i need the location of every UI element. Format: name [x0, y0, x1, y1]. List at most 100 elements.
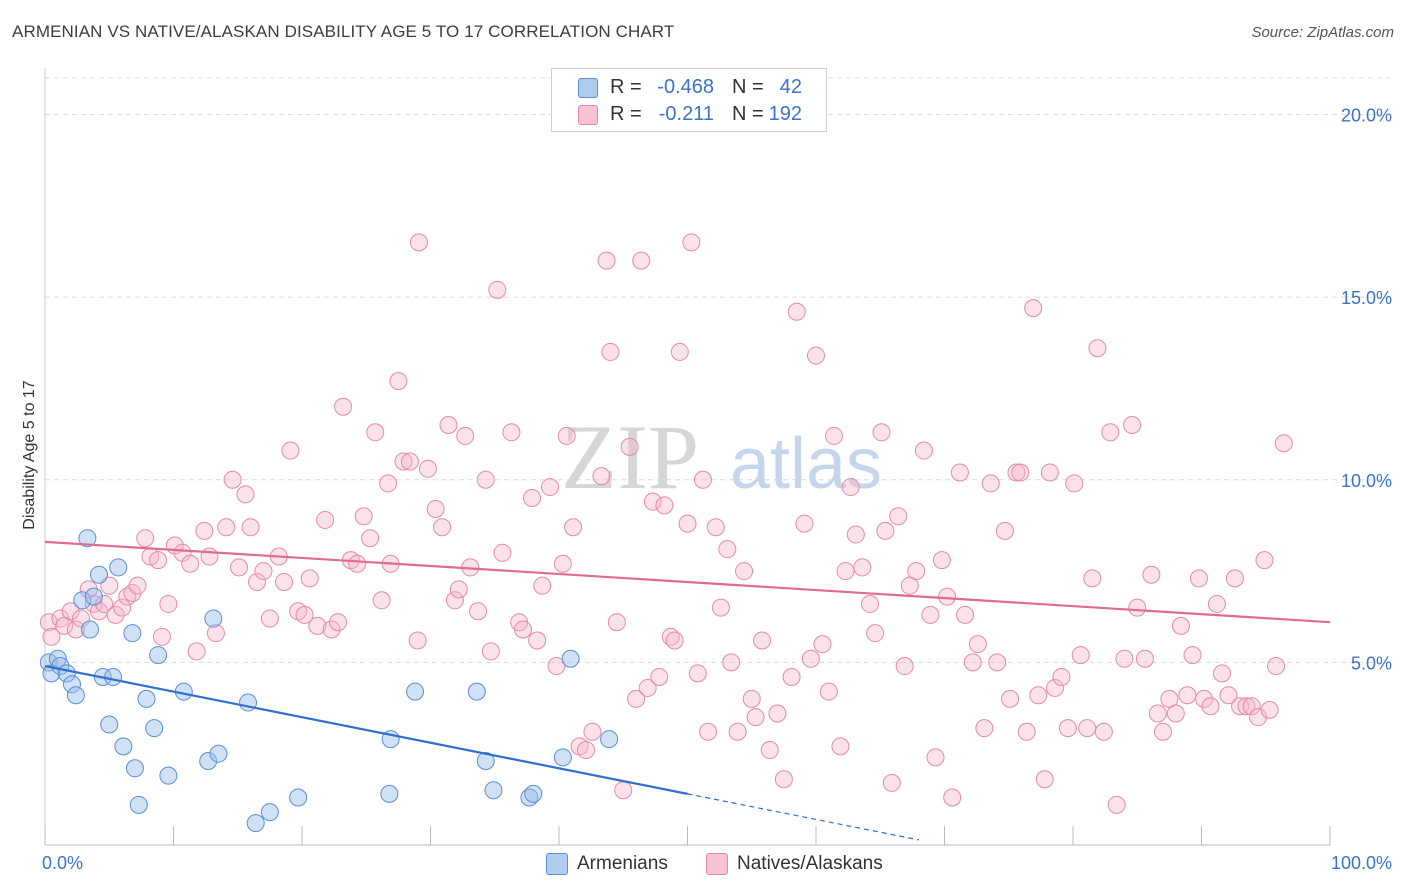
- native-point: [1052, 667, 1071, 686]
- legend-item-armenians[interactable]: Armenians: [546, 852, 706, 876]
- native-point: [722, 653, 741, 672]
- native-point: [1267, 657, 1286, 676]
- native-point: [813, 635, 832, 654]
- native-point: [1142, 565, 1161, 584]
- native-point: [328, 613, 347, 632]
- native-point: [718, 540, 737, 559]
- armenian-point: [289, 788, 308, 807]
- armenian-point: [467, 682, 486, 701]
- native-point: [394, 452, 413, 471]
- native-point: [938, 587, 957, 606]
- native-point: [760, 741, 779, 760]
- native-point: [152, 627, 171, 646]
- native-point: [1225, 569, 1244, 588]
- armenian-point: [129, 795, 148, 814]
- native-point: [547, 657, 566, 676]
- legend-item-natives[interactable]: Natives/Alaskans: [706, 852, 906, 876]
- x-tick-label-max: 100.0%: [1331, 853, 1392, 873]
- armenian-points: [39, 529, 619, 833]
- chart-title: ARMENIAN VS NATIVE/ALASKAN DISABILITY AG…: [12, 22, 675, 41]
- native-point: [693, 470, 712, 489]
- armenian-point: [109, 558, 128, 577]
- native-point: [1274, 434, 1293, 453]
- native-point: [956, 605, 975, 624]
- armenians-swatch: [578, 78, 598, 98]
- native-point: [426, 499, 445, 518]
- armenian-point: [114, 737, 133, 756]
- native-point: [872, 423, 891, 442]
- native-point: [831, 737, 850, 756]
- native-point: [187, 642, 206, 661]
- natives-legend-label: Natives/Alaskans: [737, 853, 883, 874]
- n-label: N =: [732, 76, 764, 98]
- armenian-point: [600, 730, 619, 749]
- native-point: [254, 562, 273, 581]
- native-point: [592, 467, 611, 486]
- native-point: [408, 631, 427, 650]
- native-point: [699, 722, 718, 741]
- native-point: [366, 423, 385, 442]
- native-point: [217, 518, 236, 537]
- native-point: [853, 558, 872, 577]
- native-point: [418, 459, 437, 478]
- r-value: -0.468: [657, 76, 714, 98]
- native-point: [746, 708, 765, 727]
- native-point: [439, 415, 458, 434]
- native-point: [502, 423, 521, 442]
- native-point: [1195, 689, 1214, 708]
- native-point: [975, 719, 994, 738]
- legend-row-natives: R = -0.211 N = 192: [552, 102, 826, 126]
- armenian-point: [260, 803, 279, 822]
- native-point: [61, 602, 80, 621]
- natives-swatch: [578, 105, 598, 125]
- armenian-point: [100, 715, 119, 734]
- native-point: [236, 485, 255, 504]
- armenian-point: [484, 781, 503, 800]
- native-point: [206, 624, 225, 643]
- native-point: [95, 594, 114, 613]
- native-point: [260, 609, 279, 628]
- armenian-point: [145, 719, 164, 738]
- native-point: [113, 598, 132, 617]
- native-point: [200, 547, 219, 566]
- native-point: [118, 587, 137, 606]
- armenian-point: [123, 624, 142, 643]
- armenian-point: [159, 766, 178, 785]
- native-point: [711, 598, 730, 617]
- native-point: [1046, 678, 1065, 697]
- native-point: [1107, 795, 1126, 814]
- native-point: [195, 521, 214, 540]
- native-point: [308, 616, 327, 635]
- native-point: [678, 514, 697, 533]
- native-point: [882, 773, 901, 792]
- native-point: [963, 653, 982, 672]
- armenian-point: [380, 784, 399, 803]
- native-point: [1024, 299, 1043, 318]
- native-point: [914, 441, 933, 460]
- native-point: [1065, 474, 1084, 493]
- native-point: [1115, 649, 1134, 668]
- armenian-point: [199, 751, 218, 770]
- native-point: [1029, 686, 1048, 705]
- r-label: R =: [610, 76, 642, 98]
- native-point: [921, 605, 940, 624]
- native-point: [819, 682, 838, 701]
- tick-labels: 5.0% 10.0% 15.0% 20.0% 0.0% 100.0%: [42, 106, 1392, 873]
- trendlines: [44, 540, 1331, 841]
- native-point: [968, 635, 987, 654]
- native-point: [159, 594, 178, 613]
- native-point: [322, 620, 341, 639]
- native-point: [782, 667, 801, 686]
- native-point: [1237, 697, 1256, 716]
- gridlines: [45, 77, 1392, 663]
- native-point: [1201, 697, 1220, 716]
- armenian-point: [149, 646, 168, 665]
- native-point: [768, 704, 787, 723]
- r-label: R =: [610, 103, 642, 125]
- native-point: [223, 470, 242, 489]
- armenian-trendline-extension: [687, 793, 919, 841]
- native-point: [1189, 569, 1208, 588]
- native-trendline: [44, 540, 1331, 624]
- armenian-point: [476, 751, 495, 770]
- native-point: [607, 613, 626, 632]
